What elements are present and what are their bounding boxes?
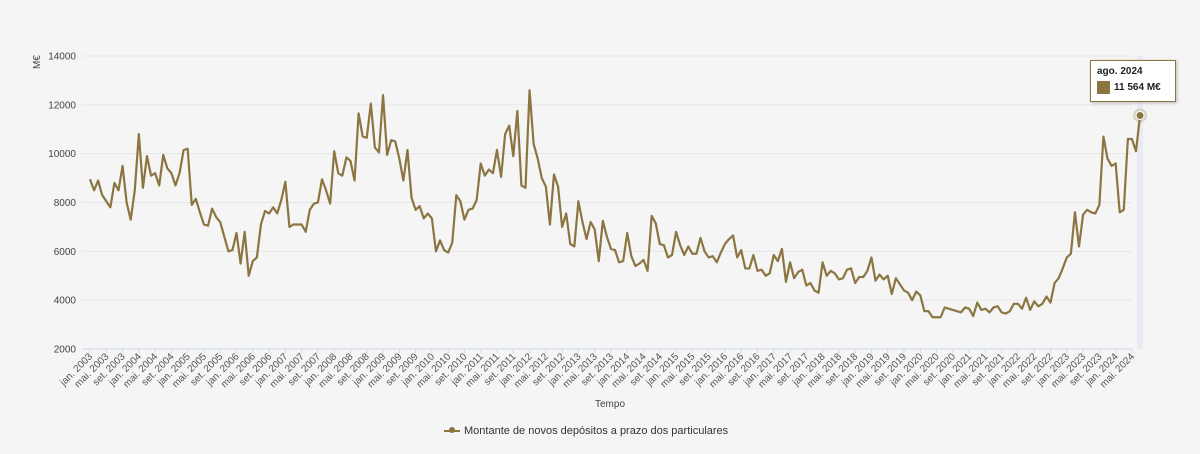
- legend-marker-icon: [444, 427, 460, 433]
- hover-crosshair: [1137, 56, 1144, 349]
- tooltip-color-swatch: [1097, 81, 1110, 94]
- y-tick-label: 14000: [48, 52, 76, 63]
- y-axis-ticks: 2000 4000 6000 8000 10000 12000 14000: [48, 52, 76, 356]
- tooltip-date: ago. 2024: [1097, 66, 1143, 77]
- y-tick-label: 4000: [54, 296, 77, 307]
- y-tick-label: 2000: [54, 345, 77, 356]
- y-tick-label: 12000: [48, 100, 76, 111]
- gridlines: [82, 55, 1132, 350]
- series-line: [88, 89, 1142, 319]
- legend-item[interactable]: Montante de novos depósitos a prazo dos …: [444, 424, 728, 438]
- series-group: [88, 89, 1148, 319]
- data-point[interactable]: [1135, 110, 1145, 120]
- x-axis-title: Tempo: [595, 399, 625, 410]
- y-tick-label: 10000: [48, 149, 76, 160]
- data-tooltip: ago. 2024 11 564 M€: [1090, 60, 1176, 102]
- crosshair-band: [1137, 56, 1144, 349]
- y-tick-label: 8000: [54, 198, 77, 209]
- y-tick-label: 6000: [54, 247, 77, 258]
- legend-label: Montante de novos depósitos a prazo dos …: [464, 425, 729, 437]
- tooltip-value: 11 564 M€: [1114, 82, 1161, 93]
- y-axis-title: M€: [32, 55, 43, 69]
